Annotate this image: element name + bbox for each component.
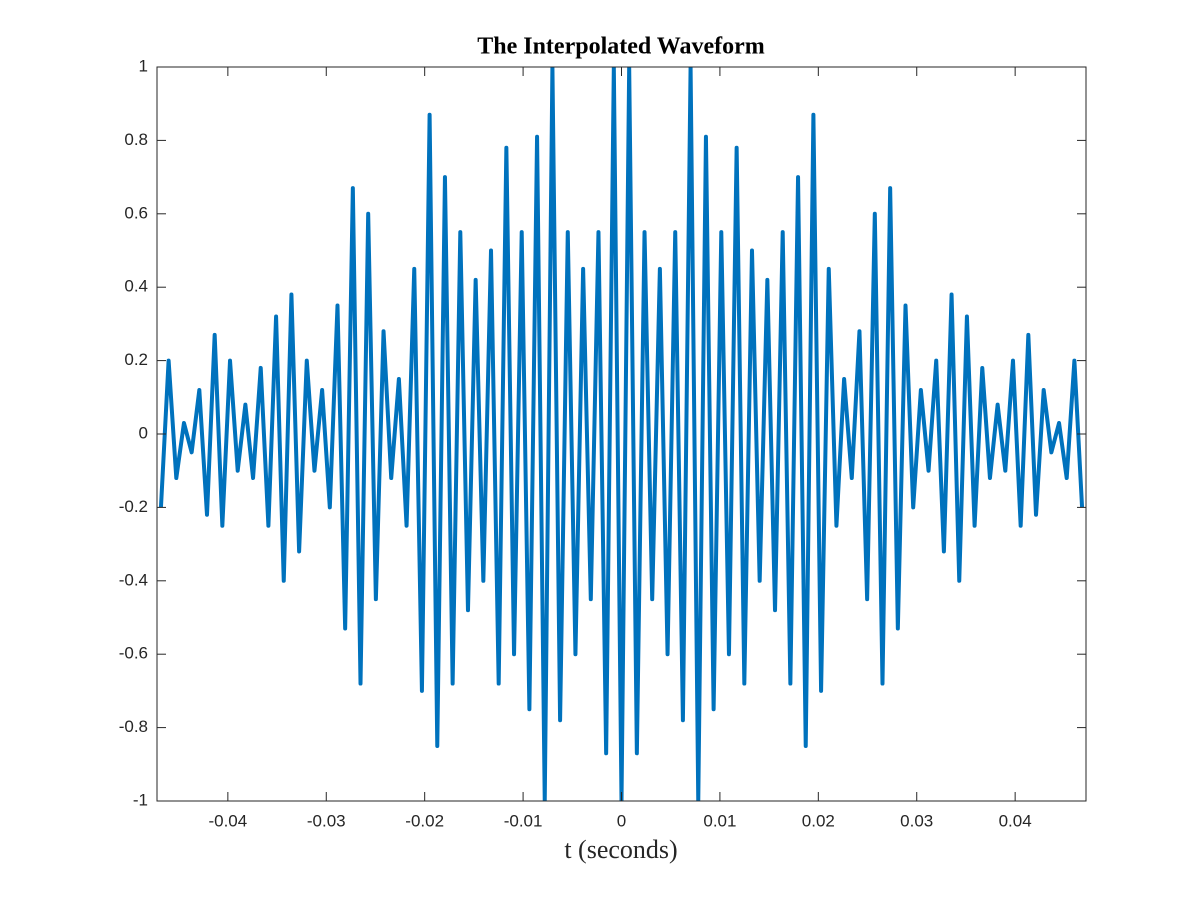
y-tick-label: 1 — [139, 56, 148, 75]
plot-area — [158, 67, 1085, 801]
y-tick-label: -0.4 — [119, 570, 148, 589]
y-tick-label: 0.2 — [124, 350, 148, 369]
chart-title: The Interpolated Waveform — [477, 34, 765, 60]
x-tick-label: 0.03 — [900, 811, 933, 830]
x-tick-label: -0.04 — [208, 811, 247, 830]
x-tick-label: 0 — [617, 811, 626, 830]
y-tick-label: -1 — [133, 790, 148, 809]
x-tick-label: -0.02 — [405, 811, 444, 830]
y-tick-label: 0 — [139, 423, 148, 442]
waveform-line — [158, 67, 1085, 801]
x-tick-label: 0.02 — [802, 811, 835, 830]
y-tick-label: 0.8 — [124, 130, 148, 149]
x-axis-label: t (seconds) — [564, 835, 677, 864]
x-tick-label: -0.01 — [504, 811, 543, 830]
x-tick-label: 0.04 — [999, 811, 1032, 830]
x-tick-label: 0.01 — [703, 811, 736, 830]
y-tick-label: -0.6 — [119, 644, 148, 663]
y-tick-label: -0.8 — [119, 717, 148, 736]
y-tick-label: 0.4 — [124, 277, 148, 296]
y-tick-label: 0.6 — [124, 203, 148, 222]
x-tick-label: -0.03 — [307, 811, 346, 830]
y-tick-label: -0.2 — [119, 497, 148, 516]
